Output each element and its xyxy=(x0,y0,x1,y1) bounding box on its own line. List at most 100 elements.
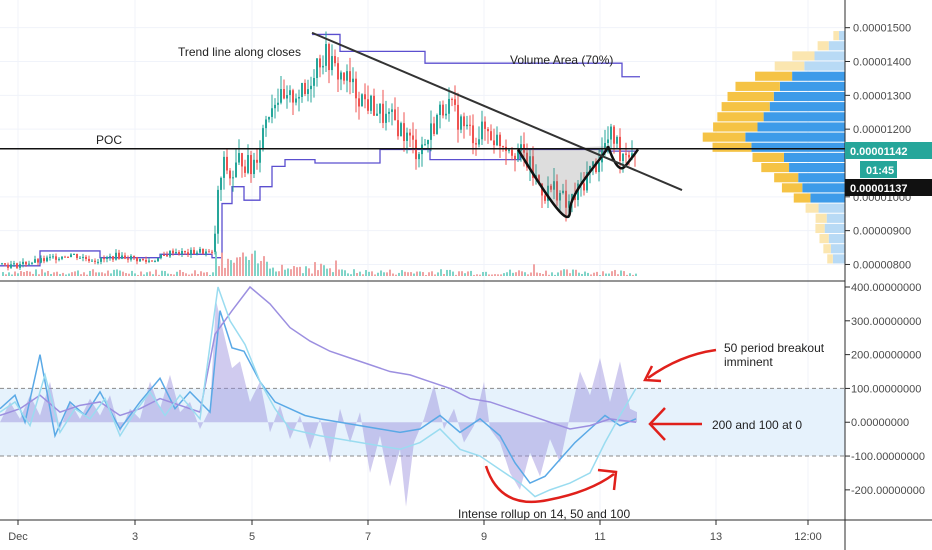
volume-bar xyxy=(305,266,307,276)
volume-bar xyxy=(80,274,82,276)
volume-bar xyxy=(434,274,436,276)
candle-body xyxy=(187,252,189,255)
candle-body xyxy=(442,104,444,116)
volume-bar xyxy=(455,274,457,276)
candle-body xyxy=(40,258,42,263)
profile-buy-bar xyxy=(810,193,845,203)
candle-body xyxy=(349,71,351,83)
volume-bar xyxy=(587,272,589,276)
oscillator-axis: 400.00000000 300.00000000 200.00000000 100.… xyxy=(845,282,925,497)
candle-body xyxy=(490,131,492,141)
candle-body xyxy=(232,177,234,179)
candle-body xyxy=(514,155,516,160)
price-tick-label: 0.00000900 xyxy=(853,226,911,238)
candle-body xyxy=(85,256,87,259)
candle-body xyxy=(487,128,489,132)
volume-bar xyxy=(425,274,427,276)
volume-bar xyxy=(626,274,628,276)
volume-bar xyxy=(254,250,256,276)
candle-body xyxy=(631,153,633,158)
volume-bar xyxy=(578,272,580,276)
volume-bar xyxy=(383,272,385,276)
volume-bar xyxy=(143,274,145,276)
price-tick-label: 0.00001200 xyxy=(853,124,911,136)
candle-body xyxy=(628,154,630,158)
candle-body xyxy=(253,159,255,175)
arrow-rollup xyxy=(484,465,615,504)
volume-bar xyxy=(200,271,202,276)
volume-bar xyxy=(560,270,562,276)
candle-body xyxy=(82,256,84,258)
candle-body xyxy=(406,132,408,142)
volume-bar xyxy=(416,271,418,276)
candle-body xyxy=(565,190,567,208)
volume-bar xyxy=(71,272,73,276)
profile-sell-bar xyxy=(774,173,799,183)
annotation-poc: POC xyxy=(96,133,122,147)
oscillator-tick-label: 300.00000000 xyxy=(851,316,921,328)
candle-body xyxy=(220,177,222,190)
candle-body xyxy=(97,261,99,263)
candle-body xyxy=(433,123,435,134)
volume-bar xyxy=(251,253,253,276)
volume-bar xyxy=(128,273,130,276)
profile-sell-bar xyxy=(805,203,819,213)
annotation-breakout: 50 period breakout imminent xyxy=(724,341,827,369)
candle-body xyxy=(592,161,594,167)
volume-bar xyxy=(614,269,616,276)
candle-body xyxy=(343,72,345,81)
volume-bar xyxy=(275,271,277,276)
candle-body xyxy=(589,166,591,172)
candle-body xyxy=(346,71,348,81)
volume-bar xyxy=(317,270,319,276)
volume-bar xyxy=(566,269,568,276)
volume-bar xyxy=(500,274,502,276)
candle-body xyxy=(622,153,624,161)
candle-body xyxy=(244,166,246,173)
candle-body xyxy=(43,258,45,262)
oscillator-tick-label: 0.00000000 xyxy=(851,417,909,429)
volume-bar xyxy=(437,272,439,276)
volume-bar xyxy=(545,270,547,276)
candle-body xyxy=(283,89,285,99)
annotation-volume-area: Volume Area (70%) xyxy=(510,53,613,67)
volume-bar xyxy=(497,274,499,276)
second-price-tag-text: 0.00001137 xyxy=(850,183,908,195)
volume-bar xyxy=(299,266,301,276)
price-tick-label: 0.00001500 xyxy=(853,23,911,35)
volume-bar xyxy=(491,274,493,276)
candle-body xyxy=(175,251,177,254)
volume-bar xyxy=(539,273,541,276)
volume-bar xyxy=(446,269,448,276)
volume-bar xyxy=(221,252,223,276)
profile-sell-bar xyxy=(721,102,770,112)
candle-body xyxy=(616,136,618,144)
candle-body xyxy=(388,111,390,114)
volume-bar xyxy=(410,272,412,276)
volume-bar xyxy=(107,270,109,276)
volume-bar xyxy=(146,272,148,276)
profile-buy-bar xyxy=(745,132,845,142)
volume-bar xyxy=(77,270,79,276)
annotation-breakout-line2: imminent xyxy=(724,355,773,369)
candle-body xyxy=(181,250,183,255)
candle-body xyxy=(136,257,138,262)
volume-bar xyxy=(335,260,337,276)
candle-body xyxy=(145,259,147,262)
volume-bar xyxy=(386,272,388,276)
candle-body xyxy=(313,77,315,86)
volume-bar xyxy=(98,272,100,276)
volume-bar xyxy=(389,269,391,276)
profile-sell-bar xyxy=(755,71,793,81)
volume-bar xyxy=(296,267,298,276)
candle-body xyxy=(193,249,195,255)
volume-bar xyxy=(2,272,4,276)
candle-body xyxy=(127,258,129,260)
candle-body xyxy=(508,149,510,152)
profile-buy-bar xyxy=(824,223,845,234)
candle-body xyxy=(367,99,369,111)
candle-body xyxy=(520,144,522,151)
oscillator-line-3 xyxy=(0,286,637,498)
volume-bar xyxy=(41,269,43,276)
candle-body xyxy=(337,63,339,80)
